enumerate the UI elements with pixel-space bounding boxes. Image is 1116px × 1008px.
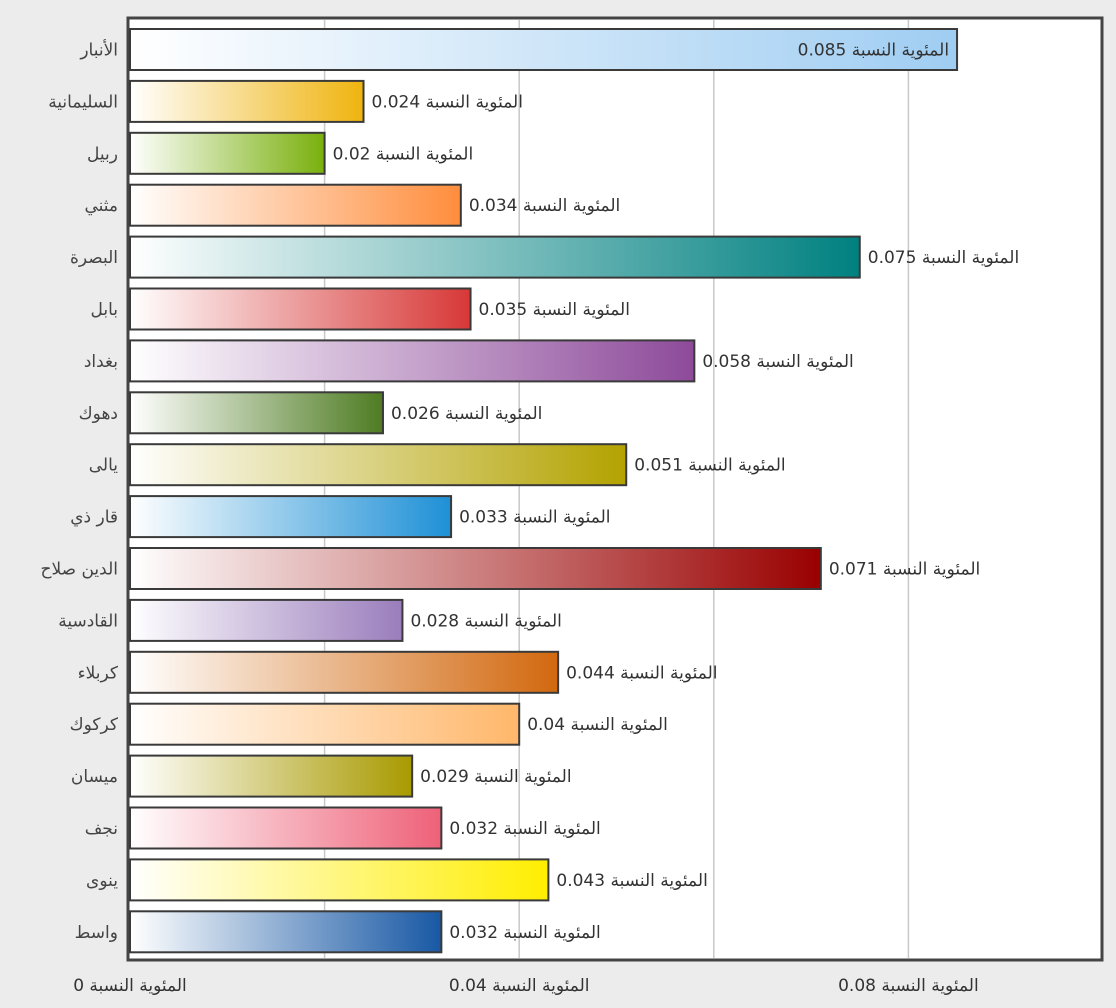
category-label-2: ربيل	[87, 144, 118, 164]
bar-2[interactable]	[129, 131, 326, 175]
x-tick-label-1: المئوية النسبة 0.04	[449, 976, 590, 996]
value-label-2: المئوية النسبة 0.02	[333, 144, 474, 164]
gridlines	[323, 20, 910, 958]
bar-3[interactable]	[129, 183, 462, 227]
bar-16[interactable]	[129, 858, 550, 902]
bar-8[interactable]	[129, 443, 628, 487]
category-label-6: بغداد	[84, 352, 118, 372]
value-label-11: المئوية النسبة 0.028	[410, 611, 561, 631]
bar-15[interactable]	[129, 806, 443, 850]
value-label-7: المئوية النسبة 0.026	[391, 404, 542, 424]
category-label-9: قار ذي	[70, 508, 118, 528]
bar-11[interactable]	[129, 598, 404, 642]
plot-area	[126, 16, 1104, 962]
bar-13[interactable]	[129, 702, 521, 746]
value-label-17: المئوية النسبة 0.032	[449, 923, 600, 943]
category-label-15: نجف	[85, 819, 118, 839]
value-label-1: المئوية النسبة 0.024	[372, 92, 523, 112]
bar-5[interactable]	[129, 287, 472, 331]
category-label-7: دهوك	[79, 404, 118, 424]
x-tick-label-0: المئوية النسبة 0	[73, 976, 187, 996]
bar-9[interactable]	[129, 495, 453, 539]
category-label-0: الأنبار	[79, 40, 118, 61]
category-label-8: يالى	[89, 456, 119, 476]
value-labels: المئوية النسبة 0.085 المئوية النسبة 0.024…	[333, 41, 1020, 943]
value-label-16: المئوية النسبة 0.043	[556, 871, 707, 891]
category-label-12: كربلاء	[78, 663, 119, 683]
bar-6[interactable]	[129, 339, 696, 383]
category-label-13: كركوك	[70, 715, 119, 735]
value-label-12: المئوية النسبة 0.044	[566, 663, 717, 683]
bar-1[interactable]	[129, 79, 365, 123]
value-label-8: المئوية النسبة 0.051	[634, 456, 785, 476]
category-label-14: ميسان	[71, 767, 118, 787]
category-label-16: ينوى	[86, 871, 118, 891]
category-label-4: البصرة	[70, 248, 118, 268]
bar-4[interactable]	[129, 235, 861, 279]
value-label-6: المئوية النسبة 0.058	[702, 352, 853, 372]
category-label-1: السليمانية	[48, 92, 118, 112]
bars	[129, 28, 959, 954]
bar-10[interactable]	[129, 547, 822, 590]
category-label-11: القادسية	[58, 611, 118, 631]
bar-12[interactable]	[129, 650, 560, 694]
x-tick-label-2: المئوية النسبة 0.08	[838, 976, 979, 996]
value-label-10: المئوية النسبة 0.071	[829, 560, 980, 580]
value-label-14: المئوية النسبة 0.029	[420, 767, 571, 787]
x-axis-ticks: المئوية النسبة 0 المئوية النسبة 0.04 المئو…	[73, 976, 978, 996]
value-label-4: المئوية النسبة 0.075	[868, 248, 1019, 268]
value-label-9: المئوية النسبة 0.033	[459, 508, 610, 528]
value-label-5: المئوية النسبة 0.035	[479, 300, 630, 320]
category-label-5: بابل	[90, 300, 118, 320]
bar-17[interactable]	[129, 910, 443, 954]
category-label-3: مثني	[84, 196, 118, 216]
value-label-15: المئوية النسبة 0.032	[449, 819, 600, 839]
bar-7[interactable]	[129, 391, 384, 435]
category-label-17: واسط	[75, 923, 118, 943]
bar-14[interactable]	[129, 754, 414, 798]
value-label-0: المئوية النسبة 0.085	[798, 41, 949, 61]
value-label-13: المئوية النسبة 0.04	[527, 715, 668, 735]
category-labels: الأنبار السليمانية ربيل مثني البصرة بابل بغداد…	[41, 40, 119, 943]
value-label-3: المئوية النسبة 0.034	[469, 196, 620, 216]
bar-0[interactable]	[129, 28, 959, 71]
category-label-10: الدين صلاح	[41, 560, 118, 580]
